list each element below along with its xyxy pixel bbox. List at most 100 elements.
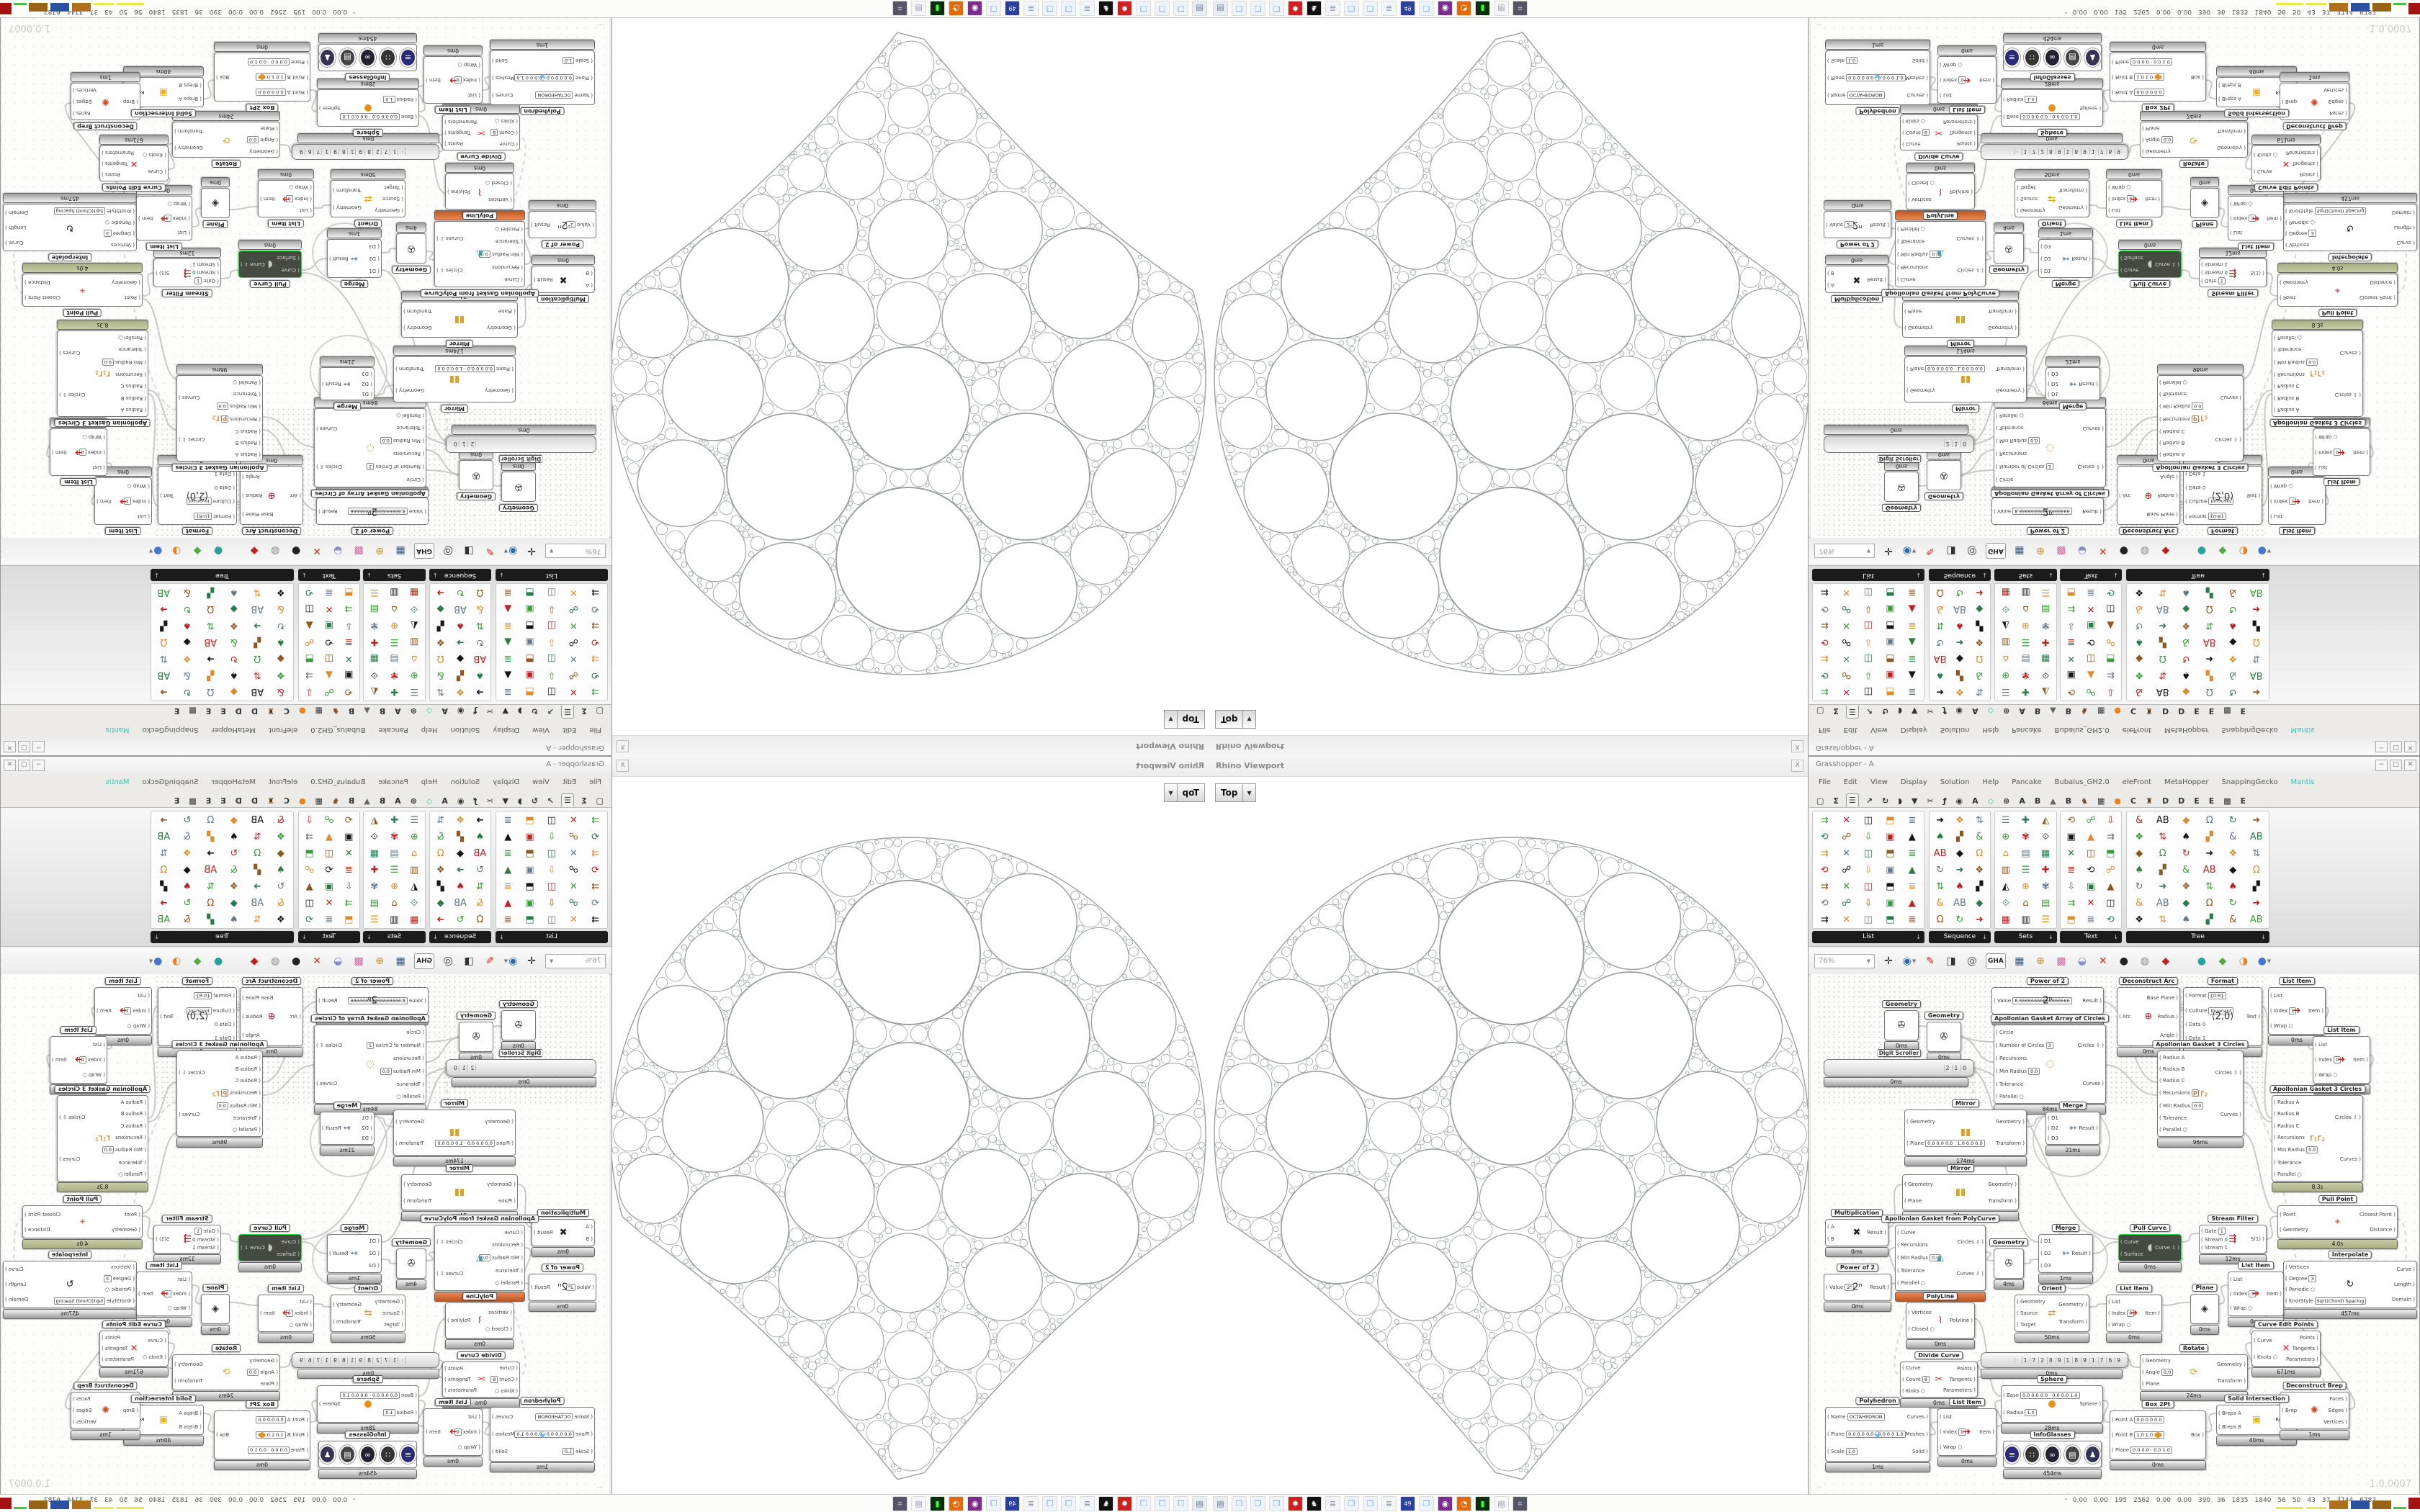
out-port[interactable]: Circles ⇩ ) [316, 1043, 342, 1048]
component-icon[interactable]: ▣ [1886, 603, 1895, 614]
component-icon[interactable]: ▲ [2107, 881, 2115, 892]
value-field[interactable]: 0.0 [2192, 402, 2204, 410]
component-tab-15[interactable]: ▲ [364, 706, 370, 716]
in-port[interactable]: ( Geometry [2142, 148, 2173, 154]
component-icon[interactable]: ⇉ [1820, 587, 1829, 598]
out-port[interactable]: Distance ) [24, 1227, 50, 1233]
value-field[interactable]: 3 [2045, 463, 2053, 471]
toolbar-button-12[interactable]: ◍ [2140, 955, 2149, 967]
palette-group-label[interactable]: Sets ↓ [363, 569, 426, 581]
wire[interactable] [4, 1218, 24, 1277]
component-icon[interactable]: ⟲ [344, 686, 353, 697]
in-port[interactable]: ( Tolerance [479, 1268, 523, 1274]
wire[interactable] [220, 269, 241, 279]
component-icon[interactable]: ≣ [344, 636, 353, 647]
out-port[interactable]: Result ) [1867, 1230, 1886, 1236]
component-icon[interactable]: AB [157, 914, 171, 925]
in-port[interactable]: ( Breps B [179, 83, 202, 89]
wire[interactable] [301, 1241, 329, 1254]
in-port[interactable]: ( Tolerance [367, 426, 424, 431]
component-icon[interactable]: ⇉ [1820, 848, 1829, 859]
value-field[interactable]: 8.66666666666666666 [348, 508, 408, 515]
out-port[interactable]: Radius ) [2158, 492, 2178, 498]
out-port[interactable]: Curves ) [59, 350, 80, 356]
wire[interactable] [2025, 1116, 2046, 1128]
in-port[interactable]: ( Base 0.0 0.0 0.0 · 0.0 0.0 1.0 [2003, 113, 2080, 120]
gh-node-polyhedron[interactable]: ( Name OCTAHEDRON( Plane 0.0 0.0 0.0 · 0.0… [1825, 1397, 1930, 1462]
in-port[interactable]: ( Breps B [179, 1424, 202, 1430]
digit-cell[interactable]: 1 [323, 148, 331, 156]
in-port[interactable]: ( A [586, 1224, 593, 1230]
gh-node-format[interactable]: ( Format {0:R}( Culture Invariant( Data 0(… [2183, 466, 2262, 535]
component-icon[interactable]: ≣ [503, 620, 512, 631]
in-port[interactable]: ( Index 0 [2315, 1056, 2341, 1063]
in-port[interactable]: ( Parallel ○ [1996, 413, 2053, 419]
wire[interactable] [2260, 1005, 2272, 1119]
component-icon[interactable]: Ω [207, 686, 215, 697]
component-icon[interactable]: ◆ [2182, 603, 2190, 614]
component-icon[interactable]: ⇉ [1820, 653, 1829, 664]
component-icon[interactable]: Ω [254, 848, 261, 859]
wire[interactable] [2179, 1233, 2200, 1243]
wire[interactable] [1994, 85, 2003, 112]
gh-node-format[interactable]: ( Format {0:R}( Culture Invariant( Data 0(… [2183, 977, 2262, 1046]
gh-node-merge[interactable]: ( D1( D2( D3 Result ) ➳ Merge [2045, 1102, 2100, 1145]
component-icon[interactable]: ≣ [2067, 865, 2076, 876]
component-icon[interactable]: ◆ [457, 653, 465, 664]
in-port[interactable]: ( Surface [2120, 256, 2143, 261]
in-port[interactable]: ( Parallel ○ [479, 226, 523, 232]
digit-cell[interactable]: 6 [306, 148, 314, 156]
wire[interactable] [203, 1413, 216, 1433]
digit-cell[interactable]: 1 [2089, 148, 2097, 156]
wire[interactable] [71, 105, 179, 410]
component-tab-18[interactable]: ▦ [315, 796, 323, 806]
out-port[interactable]: Curve ) [5, 240, 24, 246]
wire[interactable] [2241, 1081, 2272, 1122]
out-port[interactable]: Geometry ) [174, 145, 203, 151]
toolbar-button-4[interactable]: @ [443, 545, 453, 557]
component-icon[interactable]: ⌂ [391, 603, 398, 614]
in-port[interactable]: ( Angle 0.0 [246, 136, 278, 144]
component-icon[interactable]: ▣ [1886, 865, 1895, 876]
component-icon[interactable]: ✕ [344, 653, 353, 664]
in-port[interactable]: ( Number of Circles 3 [367, 1041, 424, 1049]
component-tab-3[interactable]: ↗ [1865, 706, 1873, 716]
component-icon[interactable]: & [476, 603, 484, 614]
component-icon[interactable]: ❖ [1975, 636, 1984, 647]
in-port[interactable]: ( Scale 1.0 [1827, 57, 1906, 64]
grasshopper-canvas[interactable]: ... 1.0.0007 ( Value 8.66666666666666666 R… [1, 18, 609, 538]
component-icon[interactable]: ✾ [2041, 881, 2050, 892]
gh-node-apollonian-gasket-3-circles[interactable]: ( Radius A( Radius B( Radius C( Recursio… [2269, 330, 2366, 427]
in-port[interactable]: ( Arc [290, 1014, 301, 1020]
in-port[interactable]: ( Vertices [1908, 197, 1935, 203]
component-icon[interactable]: ⊕ [2022, 881, 2030, 892]
wire[interactable] [2104, 1064, 2158, 1096]
in-port[interactable]: ( Degree 3 [2285, 1274, 2366, 1282]
gh-node-merge[interactable]: ( D1( D2( D3 Result ) ➳ Merge [2045, 367, 2100, 410]
canvas-scroll-buttons[interactable]: ⌄⌄ [2417, 952, 2419, 963]
component-icon[interactable]: ↻ [456, 587, 465, 598]
digit-cell[interactable]: 2 [2038, 1356, 2045, 1364]
in-port[interactable]: ( Curve [1902, 1365, 1930, 1371]
out-port[interactable]: Geometry ) [395, 387, 424, 393]
component-icon[interactable]: ↻ [2182, 848, 2190, 859]
wire[interactable] [1894, 1076, 1974, 1375]
gh-node-list-item[interactable]: ( List( Index 3( Wrap ○ Item ) ➜ List Item [136, 1261, 192, 1316]
component-icon[interactable]: ✚ [2022, 815, 2030, 826]
out-port[interactable]: Item ) [260, 196, 275, 202]
in-port[interactable]: ( Parallel ○ [2274, 335, 2318, 341]
in-port[interactable]: ( Stream 1 [2201, 1245, 2228, 1251]
wire[interactable] [142, 1132, 179, 1214]
in-port[interactable]: ( Index 0 [2108, 1309, 2135, 1317]
component-icon[interactable]: ↻ [2228, 686, 2237, 697]
taskbar-app-icon-2[interactable]: ❐ [1250, 1496, 1265, 1511]
component-tab-13[interactable]: A [2019, 796, 2025, 806]
component-icon[interactable]: ▞ [1976, 620, 1984, 631]
component-icon[interactable]: ☍ [568, 670, 578, 680]
window-button[interactable]: □ [2390, 760, 2402, 771]
out-port[interactable]: Domain ) [2392, 210, 2415, 215]
component-icon[interactable]: ⟐ [370, 832, 378, 842]
component-icon[interactable]: ⊕ [410, 670, 418, 680]
grasshopper-titlebar[interactable]: Grasshopper - A − □ ✕ [1809, 738, 2419, 755]
in-port[interactable]: ( Min Radius 0.0 [478, 1254, 523, 1261]
